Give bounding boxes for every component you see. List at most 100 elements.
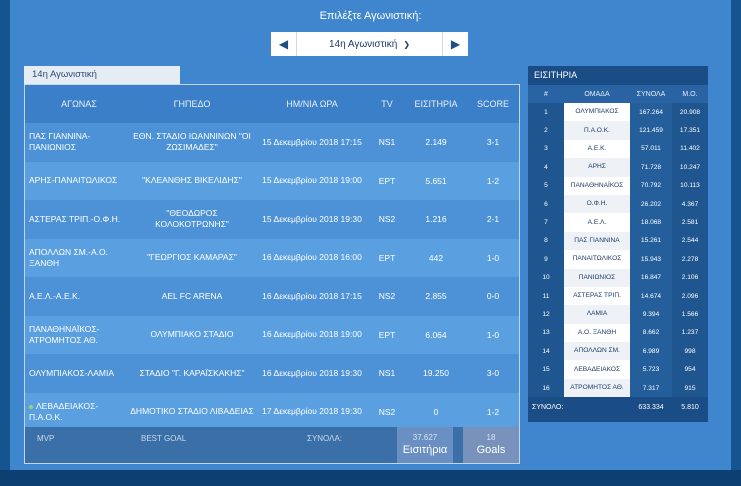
tv-cell: NS2 (378, 214, 396, 225)
table-row[interactable]: ΑΡΗΣ-ΠΑΝΑΙΤΩΛΙΚΟΣ "ΚΛΕΑΝΘΗΣ ΒΙΚΕΛΙΔΗΣ" 15 … (25, 161, 519, 200)
rank-total: 70.792 (630, 176, 672, 195)
best-goal-label[interactable]: BEST GOAL (141, 434, 187, 443)
tv-cell: NS1 (378, 137, 396, 148)
rank-position: 6 (528, 194, 564, 214)
table-row[interactable]: ΠΑΣ ΓΙΑΝΝΙΝΑ-ΠΑΝΙΩΝΙΟΣ ΕΘΝ. ΣΤΑΔΙΟ ΙΩΑΝΝΙ… (25, 123, 519, 162)
table-row[interactable]: Α.Ε.Λ.-Α.Ε.Κ. AEL FC ARENA 16 Δεκεμβρίου 2… (25, 277, 519, 316)
fixtures-body: ΠΑΣ ΓΙΑΝΝΙΝΑ-ΠΑΝΙΩΝΙΟΣ ΕΘΝ. ΣΤΑΔΙΟ ΙΩΑΝΝΙ… (25, 123, 519, 431)
score-cell: 2-1 (486, 214, 500, 225)
rank-team: Π.Α.Ο.Κ. (564, 121, 630, 140)
rank-average: 4.367 (672, 194, 708, 214)
rank-team: Α.Ο. ΞΑΝΘΗ (564, 323, 630, 343)
rank-position: 4 (528, 158, 564, 177)
round-dropdown-value: 14η Αγωνιστική (328, 38, 398, 50)
tv-cell: NS2 (378, 291, 396, 302)
date-cell: 16 Δεκεμβρίου 2018 16:00 (262, 252, 362, 263)
table-row[interactable]: ΛΕΒΑΔΕΙΑΚΟΣ-Π.Α.Ο.Κ. ΔΗΜΟΤΙΚΟ ΣΤΑΔΙΟ ΛΙΒΑ… (25, 392, 519, 431)
mvp-label[interactable]: MVP (37, 434, 55, 443)
rank-team: Α.Ε.Λ. (564, 213, 630, 232)
match-name: ΟΛΥΜΠΙΑΚΟΣ-ΛΑΜΙΑ (29, 367, 114, 378)
next-round-button[interactable]: ▶ (442, 32, 468, 56)
rank-team: ΠΑΝΑΙΤΩΛΙΚΟΣ (564, 250, 630, 269)
table-row[interactable]: ΠΑΝΑΘΗΝΑΪΚΟΣ-ΑΤΡΟΜΗΤΟΣ ΑΘ. ΟΛΥΜΠΙΑΚΟ ΣΤΑΔ… (25, 315, 519, 354)
header-date: ΗΜ/ΝΙΑ ΩΡΑ (286, 98, 338, 109)
tv-cell: ΕΡΤ (378, 175, 396, 186)
rank-total: 6.989 (630, 342, 672, 361)
match-cell: Α.Ε.Λ.-Α.Ε.Κ. (25, 291, 129, 302)
round-dropdown[interactable]: 14η Αγωνιστική ❯ (297, 32, 442, 56)
rank-average: 17.351 (672, 121, 708, 140)
list-item: 14 ΑΠΟΛΛΩΝ ΣΜ. 6.989 998 (528, 342, 708, 361)
date-cell: 16 Δεκεμβρίου 2018 17:15 (262, 290, 362, 301)
match-cell: ΑΣΤΕΡΑΣ ΤΡΙΠ.-Ο.Φ.Η. (25, 214, 129, 225)
match-cell: ΛΕΒΑΔΕΙΑΚΟΣ-Π.Α.Ο.Κ. (25, 401, 129, 423)
previous-round-button[interactable]: ◀ (271, 32, 297, 56)
rank-average: 998 (672, 342, 708, 361)
rank-team: ΑΣΤΕΡΑΣ ΤΡΙΠ. (564, 286, 630, 306)
venue-cell: "ΓΕΩΡΓΙΟΣ ΚΑΜΑΡΑΣ" (147, 252, 237, 263)
tv-cell: ΕΡΤ (378, 252, 396, 263)
match-name: ΠΑΣ ΓΙΑΝΝΙΝΑ-ΠΑΝΙΩΝΙΟΣ (29, 131, 91, 153)
rank-team: ΛΑΜΙΑ (564, 305, 630, 324)
tv-cell: NS2 (378, 406, 396, 417)
ranking-header: # ΟΜΑΔΑ ΣΥΝΟΛΑ Μ.Ο. (528, 85, 708, 103)
rank-total: 18.068 (630, 213, 672, 232)
table-row[interactable]: ΟΛΥΜΠΙΑΚΟΣ-ΛΑΜΙΑ ΣΤΑΔΙΟ "Γ. ΚΑΡΑΪΣΚΑΚΗΣ" 1… (25, 354, 519, 393)
match-cell: ΟΛΥΜΠΙΑΚΟΣ-ΛΑΜΙΑ (25, 368, 129, 379)
ranking-header-team: ΟΜΑΔΑ (584, 90, 610, 98)
rank-team: ΛΕΒΑΔΕΙΑΚΟΣ (564, 360, 630, 379)
header-tv: TV (381, 99, 393, 109)
match-name: ΑΠΟΛΛΩΝ ΣΜ.-Α.Ο. ΞΑΝΘΗ (29, 246, 109, 268)
chevron-down-icon: ❯ (403, 39, 411, 49)
score-cell: 0-0 (486, 291, 500, 302)
rank-total: 71.728 (630, 158, 672, 177)
tab-round[interactable]: 14η Αγωνιστική (24, 66, 180, 84)
rank-position: 10 (528, 268, 564, 287)
rank-average: 2.106 (672, 268, 708, 287)
ranking-total-value: 633.334 (638, 403, 664, 411)
match-cell: ΠΑΝΑΘΗΝΑΪΚΟΣ-ΑΤΡΟΜΗΤΟΣ ΑΘ. (25, 324, 129, 346)
rank-team: ΑΡΗΣ (564, 158, 630, 177)
score-cell: 1-2 (486, 406, 500, 417)
match-name: ΑΣΤΕΡΑΣ ΤΡΙΠ.-Ο.Φ.Η. (29, 213, 121, 224)
rank-position: 11 (528, 286, 564, 306)
tickets-cell: 19.250 (423, 368, 449, 379)
table-row[interactable]: ΑΠΟΛΛΩΝ ΣΜ.-Α.Ο. ΞΑΝΘΗ "ΓΕΩΡΓΙΟΣ ΚΑΜΑΡΑΣ"… (25, 238, 519, 277)
table-row[interactable]: ΑΣΤΕΡΑΣ ΤΡΙΠ.-Ο.Φ.Η. "ΘΕΟΔΩΡΟΣ ΚΟΛΟΚΟΤΡΩΝ… (25, 200, 519, 239)
bottom-strip (0, 470, 741, 486)
list-item: 1 ΟΛΥΜΠΙΑΚΟΣ 167.264 20.908 (528, 103, 708, 122)
list-item: 16 ΑΤΡΟΜΗΤΟΣ ΑΘ. 7.317 915 (528, 378, 708, 398)
rank-average: 954 (672, 360, 708, 379)
ranking-body: 1 ΟΛΥΜΠΙΑΚΟΣ 167.264 20.908 2 Π.Α.Ο.Κ. 121.459… (528, 103, 708, 398)
header-match: ΑΓΩΝΑΣ (61, 98, 97, 109)
goals-total-value: 18 (486, 433, 496, 442)
ranking-footer: ΣΥΝΟΛΟ: 633.334 5.810 (528, 397, 708, 418)
rank-position: 2 (528, 121, 564, 140)
tv-cell: ΕΡΤ (378, 329, 396, 340)
date-cell: 15 Δεκεμβρίου 2018 17:15 (262, 136, 362, 147)
rank-average: 11.402 (672, 139, 708, 159)
rank-team: ΠΑΝΑΘΗΝΑΪΚΟΣ (564, 176, 630, 195)
date-cell: 16 Δεκεμβρίου 2018 19:30 (262, 367, 362, 378)
match-cell: ΑΡΗΣ-ΠΑΝΑΙΤΩΛΙΚΟΣ (25, 175, 129, 186)
rank-position: 1 (528, 103, 564, 122)
tickets-ranking-panel: ΕΙΣΙΤΗΡΙΑ # ΟΜΑΔΑ ΣΥΝΟΛΑ Μ.Ο. 1 ΟΛΥΜΠΙΑΚΟ… (528, 66, 708, 422)
chevron-left-icon: ◀ (278, 37, 289, 51)
match-name: ΠΑΝΑΘΗΝΑΪΚΟΣ-ΑΤΡΟΜΗΤΟΣ ΑΘ. (29, 323, 100, 345)
list-item: 13 Α.Ο. ΞΑΝΘΗ 8.662 1.237 (528, 323, 708, 343)
match-cell: ΑΠΟΛΛΩΝ ΣΜ.-Α.Ο. ΞΑΝΘΗ (25, 247, 129, 269)
venue-cell: "ΚΛΕΑΝΘΗΣ ΒΙΚΕΛΙΔΗΣ" (142, 175, 242, 186)
list-item: 3 Α.Ε.Κ. 57.011 11.402 (528, 139, 708, 159)
date-cell: 17 Δεκεμβρίου 2018 19:30 (262, 406, 362, 417)
live-dot-icon (29, 404, 33, 409)
tv-cell: NS1 (378, 368, 396, 379)
ranking-header-avg: Μ.Ο. (682, 90, 698, 98)
rank-position: 3 (528, 139, 564, 159)
rank-total: 121.459 (630, 121, 672, 140)
tickets-cell: 6.064 (425, 329, 447, 340)
score-cell: 3-1 (486, 137, 500, 148)
fixtures-footer: MVP BEST GOAL ΣΥΝΟΛΑ: 37.627 Εισιτήρια 1… (25, 427, 519, 463)
date-cell: 16 Δεκεμβρίου 2018 19:00 (262, 329, 362, 340)
rank-total: 26.202 (630, 194, 672, 214)
tickets-cell: 2.149 (425, 137, 447, 148)
